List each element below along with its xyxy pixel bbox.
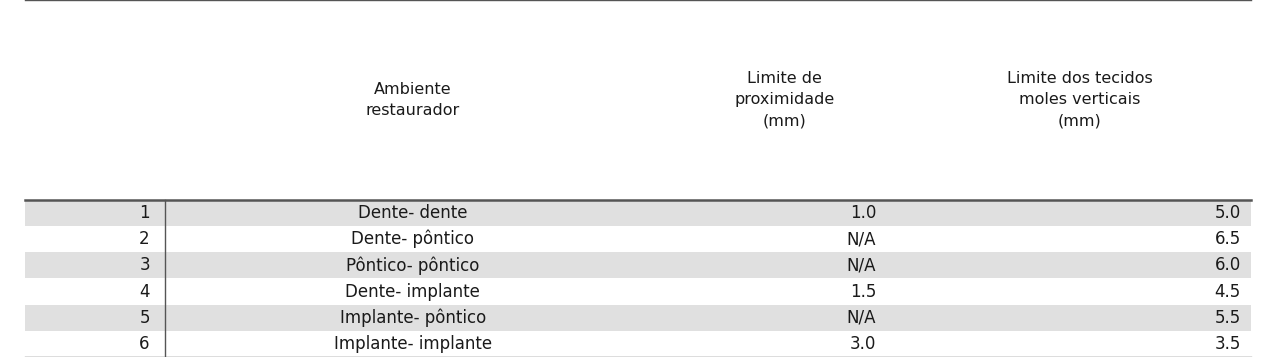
Text: 5.5: 5.5 — [1214, 309, 1241, 327]
Text: Dente- pôntico: Dente- pôntico — [352, 230, 474, 248]
Text: Dente- dente: Dente- dente — [358, 204, 467, 222]
Text: 2: 2 — [140, 230, 150, 248]
Text: 3.5: 3.5 — [1214, 335, 1241, 353]
Text: 5: 5 — [140, 309, 150, 327]
Text: 1.0: 1.0 — [850, 204, 876, 222]
Text: 4.5: 4.5 — [1214, 282, 1241, 301]
Text: Pôntico- pôntico: Pôntico- pôntico — [345, 256, 480, 275]
Text: 6: 6 — [140, 335, 150, 353]
Text: 4: 4 — [140, 282, 150, 301]
Bar — [25, 252, 1251, 278]
Text: Limite dos tecidos
moles verticais
(mm): Limite dos tecidos moles verticais (mm) — [1007, 71, 1152, 129]
Text: 6.0: 6.0 — [1214, 256, 1241, 275]
Text: N/A: N/A — [847, 309, 876, 327]
Text: 1: 1 — [140, 204, 150, 222]
Text: Limite de
proximidade
(mm): Limite de proximidade (mm) — [734, 71, 834, 129]
Text: 6.5: 6.5 — [1214, 230, 1241, 248]
Text: Dente- implante: Dente- implante — [345, 282, 480, 301]
Bar — [25, 305, 1251, 331]
Text: N/A: N/A — [847, 230, 876, 248]
Text: 5.0: 5.0 — [1214, 204, 1241, 222]
Text: Ambiente
restaurador: Ambiente restaurador — [366, 82, 460, 118]
Bar — [25, 200, 1251, 226]
Text: Implante- pôntico: Implante- pôntico — [339, 308, 486, 327]
Text: N/A: N/A — [847, 256, 876, 275]
Text: 3: 3 — [140, 256, 150, 275]
Text: 3.0: 3.0 — [850, 335, 876, 353]
Text: Implante- implante: Implante- implante — [334, 335, 491, 353]
Text: 1.5: 1.5 — [850, 282, 876, 301]
